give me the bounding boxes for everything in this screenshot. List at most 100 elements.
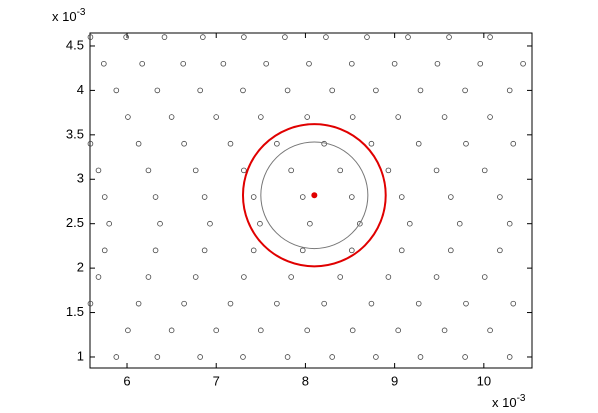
point — [510, 140, 517, 147]
point — [415, 140, 422, 147]
point — [123, 34, 129, 40]
point — [200, 34, 206, 40]
point — [306, 60, 312, 67]
point — [337, 167, 344, 174]
point — [87, 34, 94, 40]
point — [258, 114, 264, 120]
point — [497, 194, 503, 200]
region-circle — [260, 141, 369, 250]
point — [441, 114, 448, 120]
point — [433, 167, 440, 174]
point — [284, 354, 291, 360]
point — [145, 167, 152, 174]
x-tick-label: 8 — [302, 373, 309, 388]
plot-frame — [89, 32, 533, 369]
point — [95, 274, 102, 280]
point — [220, 60, 227, 67]
point — [462, 354, 468, 360]
point — [181, 300, 187, 307]
point — [441, 327, 448, 334]
y-multiplier: x 10-3 — [52, 7, 86, 25]
point — [433, 274, 440, 280]
point — [240, 354, 246, 360]
point — [329, 87, 335, 94]
point — [463, 300, 469, 307]
point — [125, 327, 131, 334]
point — [307, 220, 313, 227]
point — [227, 300, 234, 307]
point — [263, 60, 269, 67]
region-circle — [241, 123, 387, 268]
point — [304, 114, 311, 120]
point — [446, 34, 452, 40]
x-tick-label: 7 — [213, 373, 220, 388]
y-multiplier-exponent: -3 — [77, 7, 86, 18]
point — [398, 194, 405, 200]
x-multiplier-exponent: -3 — [517, 393, 526, 404]
point — [417, 87, 424, 94]
point — [197, 87, 203, 94]
point — [349, 114, 356, 120]
x-tick-label: 6 — [123, 373, 130, 388]
point — [135, 300, 142, 307]
point — [288, 274, 294, 280]
point — [101, 60, 107, 67]
point — [135, 140, 142, 147]
point — [282, 34, 288, 40]
point — [101, 247, 108, 254]
point — [349, 60, 355, 67]
point — [520, 60, 526, 67]
point — [106, 220, 112, 227]
point — [299, 247, 306, 254]
y-tick-label: 3.5 — [66, 126, 84, 141]
point — [241, 274, 247, 280]
y-tick-label: 4 — [77, 82, 84, 97]
point — [373, 87, 379, 94]
point — [323, 34, 329, 40]
point — [395, 114, 401, 120]
point — [125, 114, 131, 120]
point — [168, 327, 175, 334]
point — [448, 194, 454, 200]
y-tick-label: 2 — [77, 260, 84, 275]
center-marker — [311, 192, 318, 199]
point — [481, 274, 488, 280]
point — [241, 34, 247, 40]
point — [321, 300, 327, 307]
point — [385, 274, 392, 280]
point — [357, 220, 363, 227]
point — [201, 194, 208, 200]
point — [510, 300, 517, 307]
point — [299, 194, 306, 200]
point — [395, 327, 401, 334]
y-tick-label: 3 — [77, 171, 84, 186]
point — [434, 60, 441, 67]
point — [415, 300, 422, 307]
point — [207, 220, 213, 227]
point — [304, 327, 311, 334]
point — [349, 327, 356, 334]
point — [406, 220, 413, 227]
point — [487, 327, 493, 334]
point — [481, 167, 488, 174]
point — [161, 34, 168, 40]
point — [250, 194, 257, 200]
point — [368, 140, 375, 147]
point — [154, 354, 161, 360]
point — [192, 167, 199, 174]
y-multiplier-base: x 10 — [52, 9, 77, 24]
point — [157, 220, 163, 227]
point — [192, 274, 199, 280]
point — [349, 247, 355, 254]
point — [477, 60, 484, 67]
point — [373, 354, 379, 360]
point — [337, 274, 344, 280]
x-tick-label: 9 — [391, 373, 398, 388]
point — [213, 327, 220, 334]
point — [258, 327, 264, 334]
point — [462, 87, 468, 94]
point — [227, 140, 234, 147]
point — [213, 114, 220, 120]
y-tick-label: 4.5 — [66, 37, 84, 52]
